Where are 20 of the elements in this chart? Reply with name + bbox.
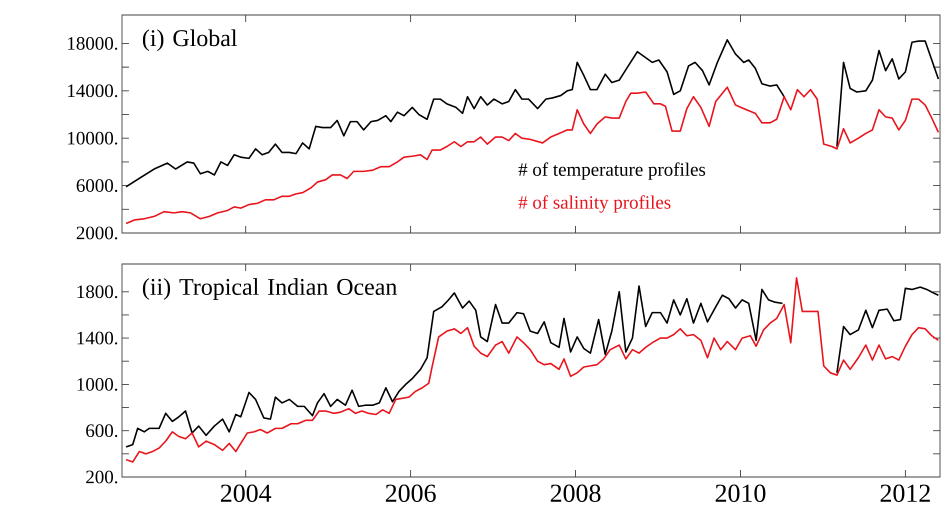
y-tick-label: 1800. (78, 285, 118, 298)
text: (i) Global (142, 29, 238, 52)
x-tick-label: 2006 (386, 484, 436, 502)
y-tick-label: 14000. (68, 84, 118, 98)
y-tick-label: 600. (86, 424, 118, 438)
text: # of salinity profiles (518, 195, 670, 213)
y-tick-label: 200. (86, 470, 118, 484)
text: (ii) Tropical Indian Ocean (142, 278, 397, 300)
y-tick-label: 6000. (76, 179, 118, 192)
y-tick-label: 2000. (76, 226, 118, 240)
y-tick-label: 18000. (68, 37, 118, 50)
line-series (125, 86, 940, 224)
x-tick-label: 2012 (880, 484, 930, 502)
x-tick-label: 2004 (220, 484, 272, 502)
x-tick-label: 2008 (550, 484, 600, 502)
x-tick-label: 2010 (716, 484, 766, 502)
y-tick-label: 1400. (78, 332, 118, 345)
y-tick-label: 10000. (68, 132, 118, 145)
y-tick-label: 1000. (78, 378, 118, 391)
text: # of temperature profiles (518, 162, 706, 180)
